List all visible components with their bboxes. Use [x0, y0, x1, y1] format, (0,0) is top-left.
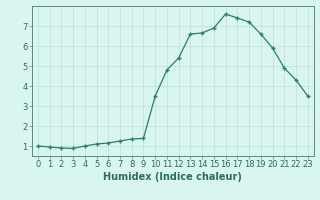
X-axis label: Humidex (Indice chaleur): Humidex (Indice chaleur) [103, 172, 242, 182]
